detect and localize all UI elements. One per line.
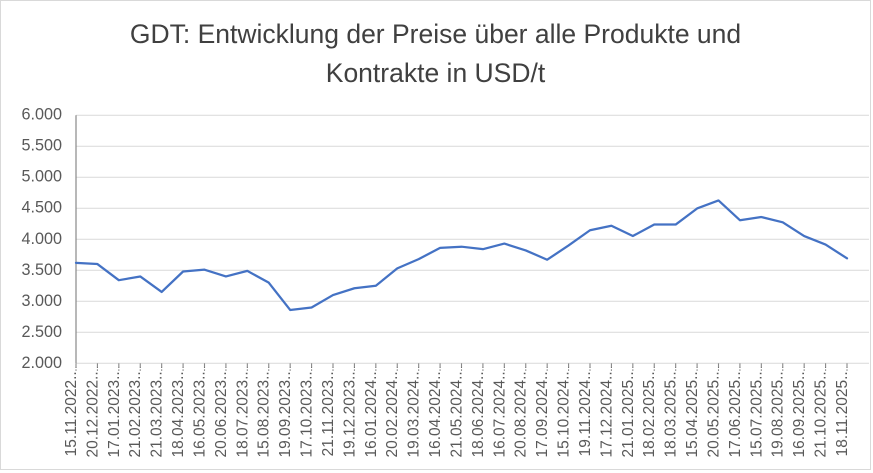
svg-text:6.000: 6.000 — [21, 106, 62, 124]
svg-text:2.000: 2.000 — [21, 354, 62, 372]
svg-text:16.05.2023..: 16.05.2023.. — [192, 371, 209, 457]
svg-text:16.09.2025..: 16.09.2025.. — [791, 371, 808, 457]
svg-text:21.01.2025..: 21.01.2025.. — [620, 371, 637, 457]
svg-text:18.02.2025..: 18.02.2025.. — [641, 371, 658, 457]
svg-text:21.05.2024..: 21.05.2024.. — [449, 371, 466, 457]
svg-text:21.03.2023..: 21.03.2023.. — [149, 371, 166, 457]
svg-text:20.08.2024..: 20.08.2024.. — [513, 371, 530, 457]
svg-text:21.10.2025..: 21.10.2025.. — [813, 371, 830, 457]
svg-text:20.05.2025..: 20.05.2025.. — [706, 371, 723, 457]
svg-text:18.03.2025..: 18.03.2025.. — [663, 371, 680, 457]
svg-text:21.02.2023..: 21.02.2023.. — [127, 371, 144, 457]
svg-text:3.000: 3.000 — [21, 292, 62, 310]
svg-text:17.01.2023..: 17.01.2023.. — [106, 371, 123, 457]
svg-text:19.03.2024..: 19.03.2024.. — [406, 371, 423, 457]
svg-text:17.09.2024..: 17.09.2024.. — [534, 371, 551, 457]
svg-text:16.01.2024..: 16.01.2024.. — [363, 371, 380, 457]
svg-text:3.500: 3.500 — [21, 261, 62, 279]
svg-text:18.11.2025..: 18.11.2025.. — [834, 371, 851, 456]
svg-text:17.10.2023..: 17.10.2023.. — [299, 371, 316, 457]
svg-text:15.08.2023..: 15.08.2023.. — [256, 371, 273, 457]
svg-text:21.11.2023..: 21.11.2023.. — [320, 371, 337, 456]
svg-text:2.500: 2.500 — [21, 323, 62, 341]
svg-text:4.500: 4.500 — [21, 199, 62, 217]
svg-text:15.10.2024..: 15.10.2024.. — [556, 371, 573, 457]
svg-text:18.04.2023..: 18.04.2023.. — [170, 371, 187, 457]
svg-text:5.500: 5.500 — [21, 137, 62, 155]
svg-text:18.07.2023..: 18.07.2023.. — [234, 371, 251, 457]
svg-text:5.000: 5.000 — [21, 168, 62, 186]
svg-text:17.12.2024..: 17.12.2024.. — [598, 371, 615, 457]
svg-text:19.08.2025..: 19.08.2025.. — [770, 371, 787, 457]
svg-text:4.000: 4.000 — [21, 230, 62, 248]
svg-text:17.06.2025..: 17.06.2025.. — [727, 371, 744, 457]
svg-text:20.12.2022..: 20.12.2022.. — [84, 371, 101, 457]
svg-text:15.07.2025..: 15.07.2025.. — [748, 371, 765, 457]
svg-text:16.07.2024..: 16.07.2024.. — [491, 371, 508, 457]
svg-text:16.04.2024..: 16.04.2024.. — [427, 371, 444, 457]
svg-text:19.12.2023..: 19.12.2023.. — [341, 371, 358, 457]
svg-text:20.02.2024..: 20.02.2024.. — [384, 371, 401, 457]
svg-text:15.04.2025..: 15.04.2025.. — [684, 371, 701, 457]
svg-text:18.06.2024..: 18.06.2024.. — [470, 371, 487, 457]
svg-text:20.06.2023..: 20.06.2023.. — [213, 371, 230, 457]
svg-text:19.11.2024..: 19.11.2024.. — [577, 371, 594, 456]
svg-text:15.11.2022..: 15.11.2022.. — [63, 371, 80, 456]
svg-text:19.09.2023..: 19.09.2023.. — [277, 371, 294, 457]
